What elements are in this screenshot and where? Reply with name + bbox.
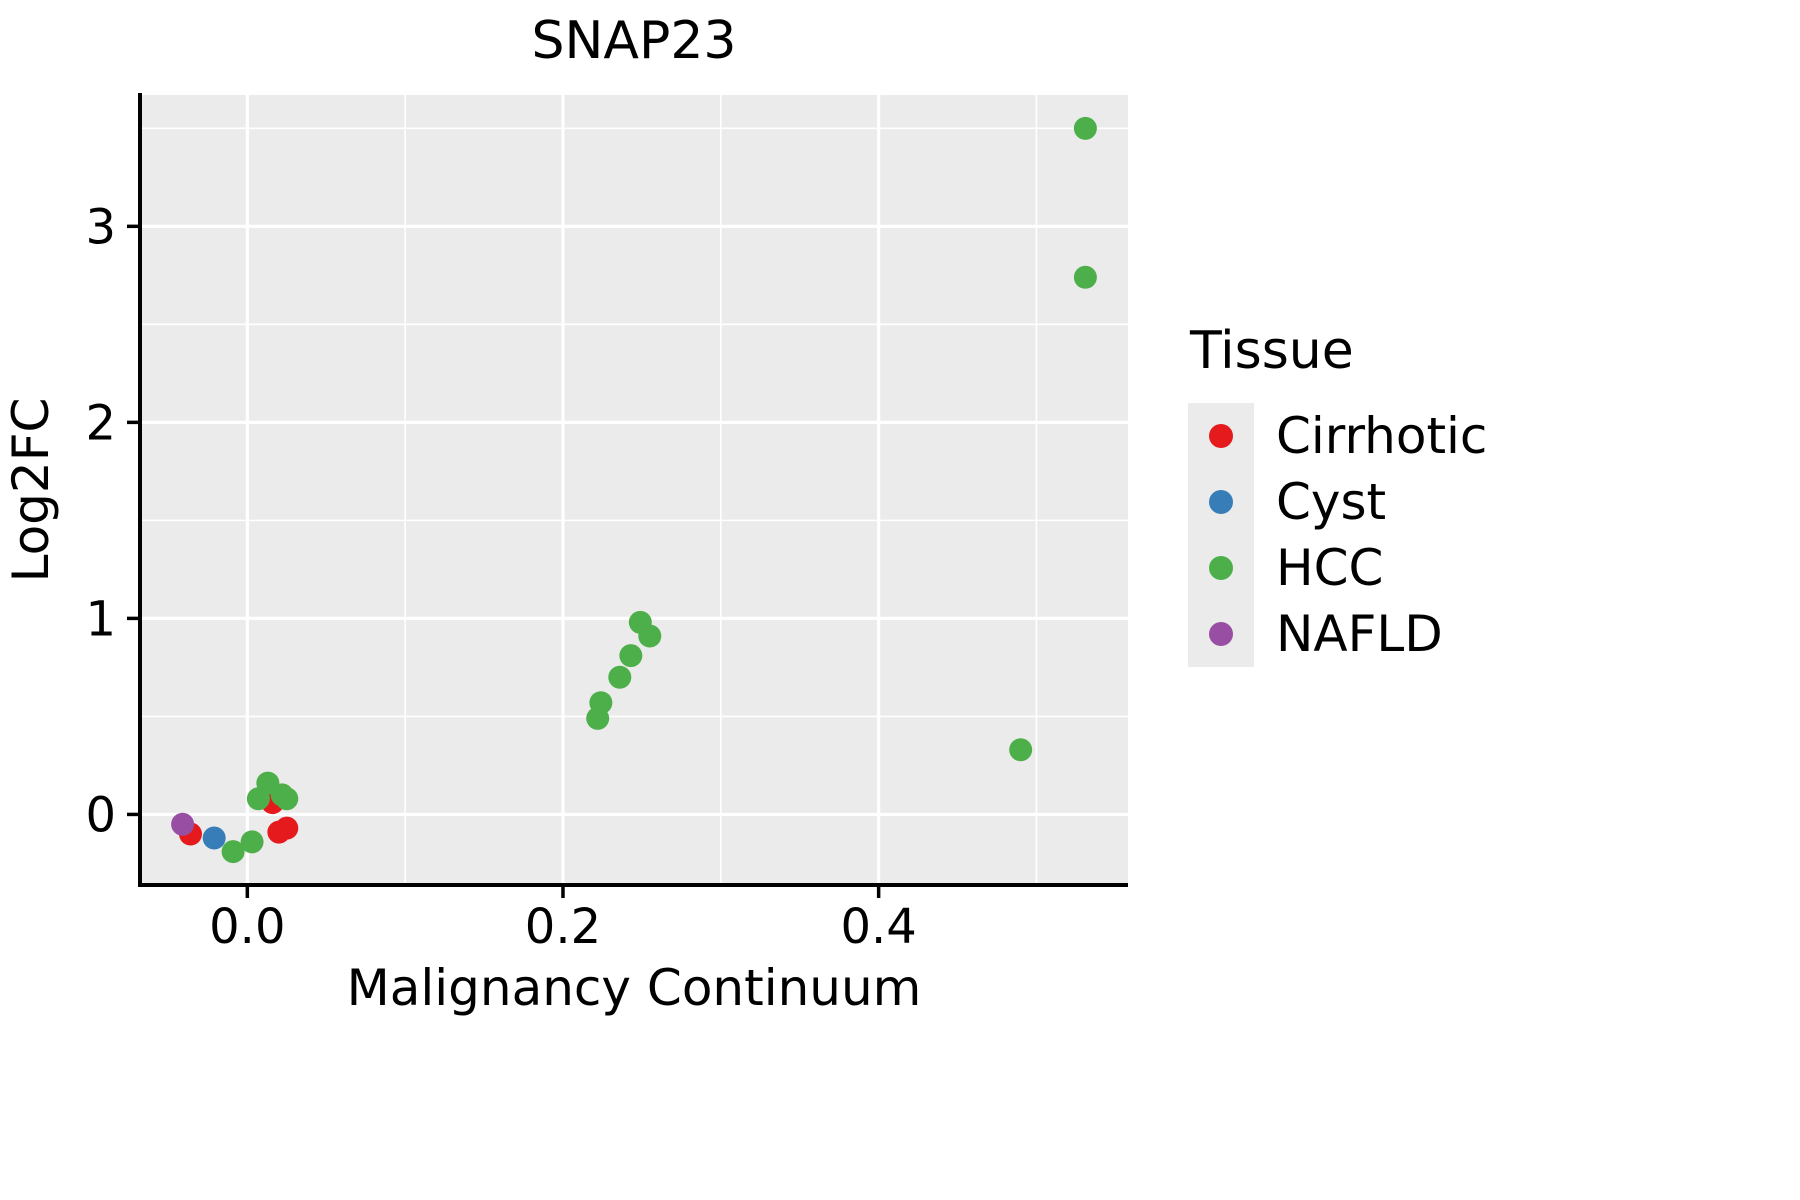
legend-label-cyst: Cyst bbox=[1276, 473, 1386, 531]
legend-key-dot-cyst bbox=[1209, 490, 1233, 514]
legend-label-cirrhotic: Cirrhotic bbox=[1276, 407, 1487, 465]
data-point-nafld bbox=[171, 812, 195, 836]
data-point-hcc bbox=[1009, 738, 1033, 762]
data-point-hcc bbox=[619, 644, 643, 668]
legend-key-dot-nafld bbox=[1209, 622, 1233, 646]
x-tick-label: 0.4 bbox=[840, 899, 916, 955]
data-point-hcc bbox=[589, 691, 613, 715]
data-point-hcc bbox=[240, 830, 264, 854]
legend: Cirrhotic Cyst HCC NAFLD bbox=[1188, 403, 1487, 667]
data-point-hcc bbox=[608, 665, 632, 689]
data-point-hcc bbox=[275, 787, 299, 811]
legend-label-nafld: NAFLD bbox=[1276, 605, 1443, 663]
data-point-hcc bbox=[638, 624, 662, 648]
legend-key-dot-cirrhotic bbox=[1209, 424, 1233, 448]
gridlines bbox=[140, 95, 1128, 885]
data-point-hcc bbox=[1073, 265, 1097, 289]
x-axis-label: Malignancy Continuum bbox=[347, 959, 922, 1017]
plot-panel bbox=[140, 95, 1128, 885]
y-tick-label: 2 bbox=[85, 395, 116, 451]
legend-label-hcc: HCC bbox=[1276, 539, 1383, 597]
x-tick-label: 0.2 bbox=[525, 899, 601, 955]
y-tick-label: 0 bbox=[85, 787, 116, 843]
panel-background bbox=[140, 95, 1128, 885]
legend-title: Tissue bbox=[1189, 321, 1354, 381]
y-tick-label: 3 bbox=[85, 199, 116, 255]
legend-key-dot-hcc bbox=[1209, 556, 1233, 580]
data-point-hcc bbox=[1073, 116, 1097, 140]
y-axis-label: Log2FC bbox=[2, 398, 60, 583]
chart-title: SNAP23 bbox=[531, 11, 736, 71]
x-tick-label: 0.0 bbox=[209, 899, 285, 955]
data-point-hcc bbox=[221, 840, 245, 864]
data-point-cirrhotic bbox=[275, 816, 299, 840]
data-point-cyst bbox=[202, 826, 226, 850]
y-tick-label: 1 bbox=[85, 591, 116, 647]
data-points bbox=[171, 116, 1097, 864]
axes: 0.0 0.2 0.4 0 1 2 3 bbox=[85, 93, 1128, 955]
